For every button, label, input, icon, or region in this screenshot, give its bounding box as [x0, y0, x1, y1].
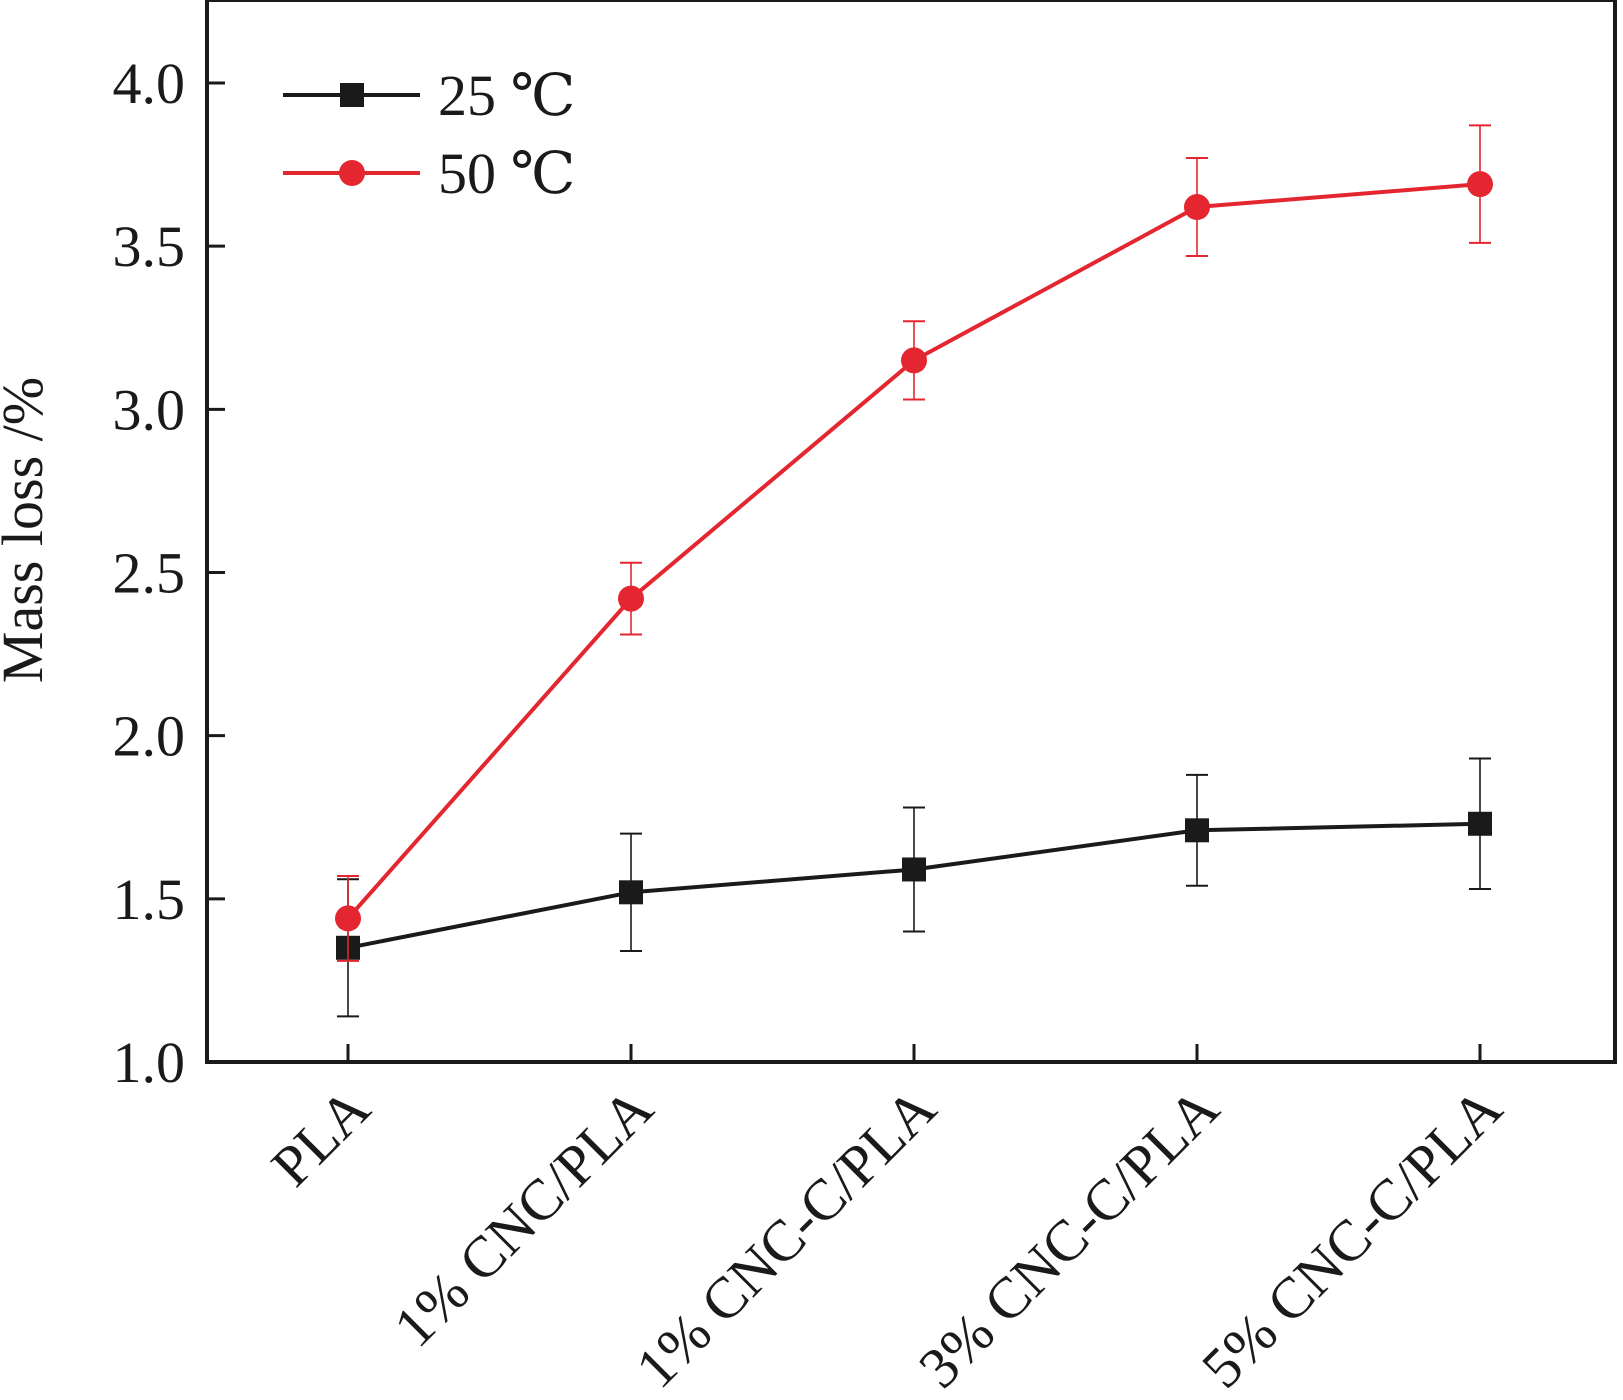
- x-category-label: 3% CNC-C/PLA: [906, 1075, 1231, 1400]
- legend-label: 50 ℃: [438, 141, 575, 206]
- x-category-label: PLA: [259, 1075, 383, 1199]
- plot-frame: [205, 0, 1617, 1064]
- data-point-square: [619, 880, 643, 905]
- legend-label: 25 ℃: [438, 63, 575, 128]
- data-point-circle: [618, 585, 644, 612]
- y-tick-label: 2.0: [113, 704, 186, 769]
- series-layer: [335, 124, 1493, 1018]
- series-50c: [335, 124, 1493, 962]
- legend: 25 ℃ 50 ℃: [283, 63, 575, 206]
- y-tick-label: 3.5: [113, 214, 186, 279]
- y-tick-label: 1.5: [113, 867, 186, 932]
- x-category-label: 1% CNC-C/PLA: [623, 1075, 948, 1400]
- y-tick-label: 1.0: [113, 1030, 186, 1095]
- data-point-circle: [335, 905, 361, 932]
- y-axis: 1.0 1.5 2.0 2.5 3.0 3.5 4.0: [113, 51, 225, 1095]
- y-tick-label: 2.5: [113, 541, 186, 606]
- x-category-label: 5% CNC-C/PLA: [1189, 1075, 1514, 1400]
- legend-marker-square: [340, 83, 364, 107]
- data-point-circle: [1467, 171, 1493, 198]
- data-point-square: [1468, 811, 1492, 836]
- y-tick-label: 3.0: [113, 377, 186, 442]
- legend-marker-circle: [339, 160, 365, 186]
- data-point-square: [902, 857, 926, 882]
- data-point-circle: [901, 347, 927, 374]
- y-tick-label: 4.0: [113, 51, 186, 116]
- y-axis-title: Mass loss /%: [0, 377, 55, 683]
- data-point-square: [1185, 818, 1209, 843]
- x-category-label: 1% CNC/PLA: [381, 1075, 665, 1359]
- series-25c: [336, 757, 1492, 1018]
- data-point-circle: [1184, 194, 1210, 221]
